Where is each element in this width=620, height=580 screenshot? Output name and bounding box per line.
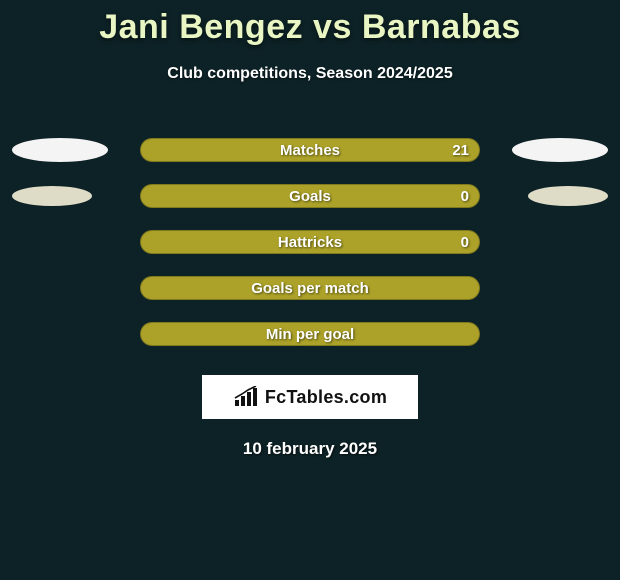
stat-row: Goals0 bbox=[0, 173, 620, 219]
stat-label: Min per goal bbox=[141, 323, 479, 346]
stat-bar: Goals0 bbox=[140, 184, 480, 208]
stat-value-right: 0 bbox=[461, 231, 469, 254]
stat-row: Hattricks0 bbox=[0, 219, 620, 265]
stat-value-right: 0 bbox=[461, 185, 469, 208]
logo-text: FcTables.com bbox=[265, 387, 387, 408]
stat-label: Goals per match bbox=[141, 277, 479, 300]
stat-row: Goals per match bbox=[0, 265, 620, 311]
logo-badge: FcTables.com bbox=[202, 375, 418, 419]
stat-label: Hattricks bbox=[141, 231, 479, 254]
stat-label: Goals bbox=[141, 185, 479, 208]
player-marker-right bbox=[528, 186, 608, 206]
player-marker-left bbox=[12, 138, 108, 162]
stat-bar: Min per goal bbox=[140, 322, 480, 346]
stat-bar: Hattricks0 bbox=[140, 230, 480, 254]
stat-label: Matches bbox=[141, 139, 479, 162]
date-label: 10 february 2025 bbox=[0, 439, 620, 459]
stat-value-right: 21 bbox=[452, 139, 469, 162]
stat-bar: Matches21 bbox=[140, 138, 480, 162]
bar-chart-icon bbox=[233, 386, 259, 408]
comparison-bars: Matches21Goals0Hattricks0Goals per match… bbox=[0, 127, 620, 357]
player-marker-left bbox=[12, 186, 92, 206]
stat-row: Matches21 bbox=[0, 127, 620, 173]
stat-row: Min per goal bbox=[0, 311, 620, 357]
player-marker-right bbox=[512, 138, 608, 162]
subtitle: Club competitions, Season 2024/2025 bbox=[0, 65, 620, 83]
stat-bar: Goals per match bbox=[140, 276, 480, 300]
page-title: Jani Bengez vs Barnabas bbox=[0, 0, 620, 47]
